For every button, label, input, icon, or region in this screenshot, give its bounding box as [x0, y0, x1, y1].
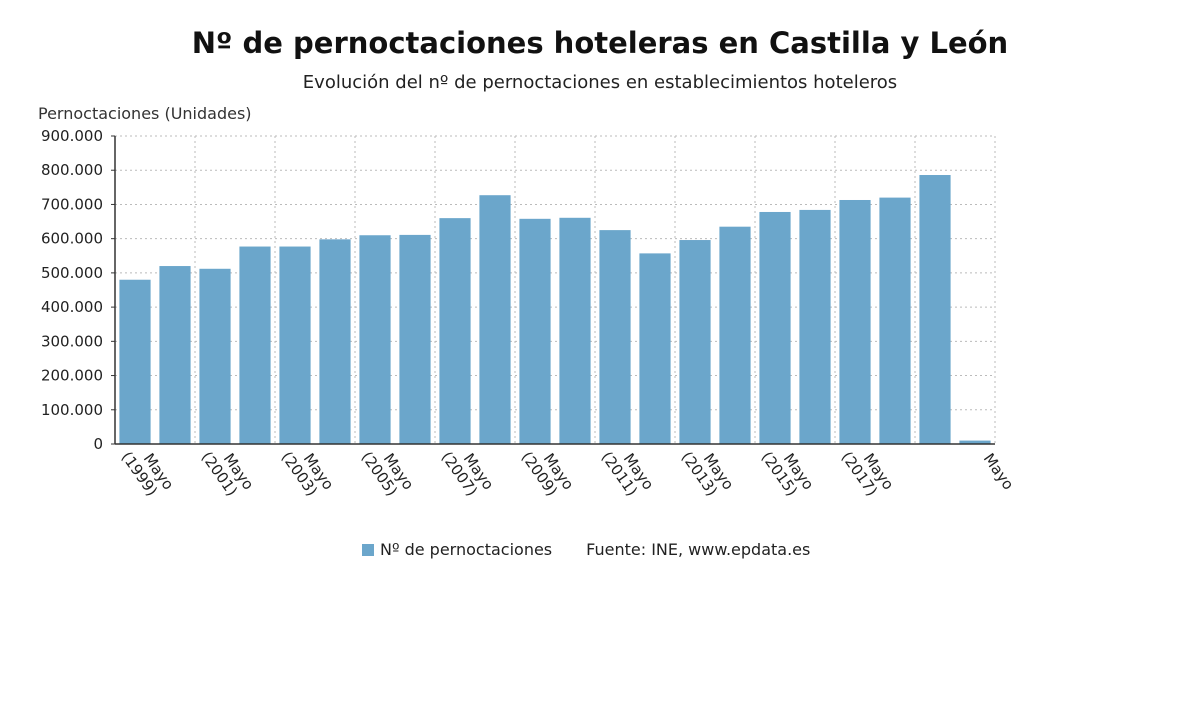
x-tick-labels: Mayo(1999) Mayo(2001) Mayo(2003) Mayo(2005)… [118, 448, 1018, 499]
x-tick-label: Mayo(2005) [358, 448, 418, 499]
x-tick-label: Mayo(1999) [118, 448, 178, 499]
bar [399, 234, 431, 444]
bar [439, 218, 471, 444]
x-tick-label: Mayo(2009) [518, 448, 578, 499]
x-tick-label: Mayo(2007) [438, 448, 498, 499]
x-tick-label: Mayo(2013) [678, 448, 738, 499]
bar [759, 211, 791, 444]
y-tick-label: 800.000 [41, 161, 103, 179]
y-axis-label: Pernoctaciones (Unidades) [38, 104, 252, 123]
y-tick-label: 200.000 [41, 367, 103, 385]
y-tick-label: 700.000 [41, 195, 103, 213]
x-tick-label: Mayo [980, 450, 1018, 493]
x-tick-label: Mayo(2001) [198, 448, 258, 499]
bar [599, 230, 631, 444]
bars [119, 175, 991, 444]
bar [319, 239, 351, 444]
bar [679, 240, 711, 444]
bar [519, 218, 551, 444]
x-tick-label: Mayo(2003) [278, 448, 338, 499]
chart-title: Nº de pernoctaciones hoteleras en Castil… [191, 26, 1009, 60]
x-tick-label-line1: Mayo [980, 450, 1018, 493]
bar [239, 246, 271, 444]
y-tick-label: 600.000 [41, 230, 103, 248]
bar [559, 217, 591, 444]
bar [119, 279, 151, 444]
x-tick-label: Mayo(2011) [598, 448, 658, 499]
bar [159, 266, 191, 444]
bar [959, 440, 991, 444]
bar [799, 209, 831, 444]
chart-subtitle: Evolución del nº de pernoctaciones en es… [302, 72, 898, 93]
y-tick-label: 400.000 [41, 298, 103, 316]
y-tick-label: 300.000 [41, 332, 103, 350]
x-tick-label: Mayo(2017) [838, 448, 898, 499]
legend-swatch [362, 543, 374, 556]
bar [639, 253, 671, 444]
bar [199, 268, 231, 444]
y-tick-label: 500.000 [41, 264, 103, 282]
y-tick-labels: 0 100.000 200.000 300.000 400.000 500.000 600.… [41, 127, 103, 453]
bar-chart: 0 100.000 200.000 300.000 400.000 500.000 600.… [41, 127, 1018, 499]
bar [719, 226, 751, 444]
bar [919, 175, 951, 444]
bar [839, 199, 871, 444]
bar [279, 246, 311, 444]
x-tick-label: Mayo(2015) [758, 448, 818, 499]
bar [479, 195, 511, 444]
bar [359, 235, 391, 444]
y-tick-label: 100.000 [41, 401, 103, 419]
axes [111, 135, 995, 445]
source-note: Fuente: INE, www.epdata.es [586, 540, 811, 559]
legend-label: Nº de pernoctaciones [380, 540, 553, 559]
legend: Nº de pernoctaciones Fuente: INE, www.ep… [362, 540, 810, 559]
y-tick-label: 0 [93, 435, 103, 453]
bar [879, 197, 911, 444]
y-tick-label: 900.000 [41, 127, 103, 145]
